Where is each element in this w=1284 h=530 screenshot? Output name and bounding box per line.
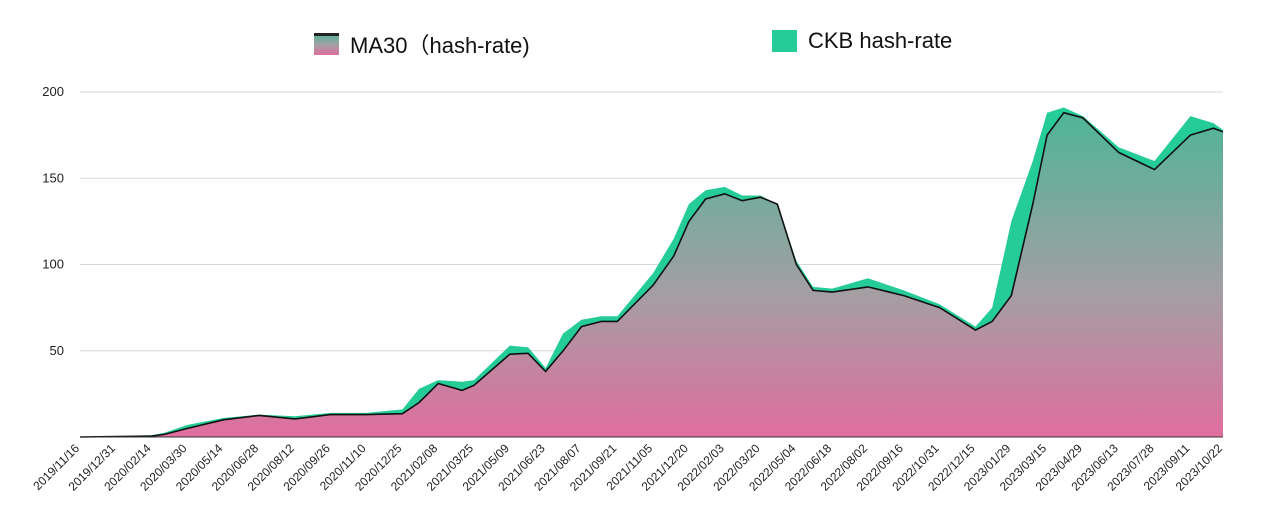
legend-ckb-hash-rate: CKB hash-rate — [772, 28, 952, 54]
y-tick-100: 100 — [42, 257, 64, 272]
ckb-legend-label: CKB hash-rate — [808, 28, 953, 53]
ckb-swatch — [772, 30, 797, 52]
y-tick-labels: 50 100 150 200 — [42, 84, 64, 358]
ma30-legend-label: MA30（hash-rate) — [350, 33, 530, 58]
y-tick-200: 200 — [42, 84, 64, 99]
ma30-area — [80, 112, 1223, 437]
y-tick-50: 50 — [50, 343, 64, 358]
ma30-line — [79, 111, 1224, 438]
ma30-swatch — [314, 33, 339, 55]
y-tick-150: 150 — [42, 170, 64, 185]
legend-ma30: MA30（hash-rate) — [314, 28, 530, 60]
x-tick-labels: 2019/11/162019/12/312020/02/142020/03/30… — [30, 441, 1225, 494]
